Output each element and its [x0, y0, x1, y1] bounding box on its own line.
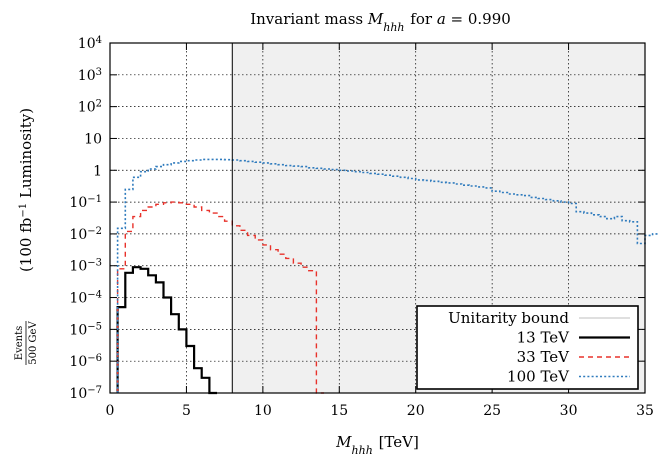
- y-axis-title-text: (100 fb−1 Luminosity): [17, 108, 35, 272]
- y-axis-title-fraction-denominator: 500 GeV: [28, 321, 39, 365]
- plot-frame: [109, 42, 646, 394]
- x-tick-label: 30: [560, 403, 578, 419]
- y-tick-label: 10−6: [69, 353, 102, 371]
- y-tick-label: 102: [78, 98, 102, 116]
- legend-label: 33 TeV: [517, 348, 571, 366]
- y-tick-label: 10: [84, 131, 102, 147]
- y-tick-label: 10−5: [69, 321, 102, 339]
- y-tick-label: 10−1: [69, 194, 102, 212]
- y-tick-label: 10−3: [69, 257, 102, 275]
- x-tick-label: 10: [254, 403, 272, 419]
- y-axis-title: Events 500 GeV (100 fb−1 Luminosity): [14, 108, 39, 365]
- x-tick-label: 5: [182, 403, 191, 419]
- y-tick-label: 10−7: [69, 385, 102, 403]
- legend-label: 100 TeV: [507, 368, 570, 386]
- y-tick-label: 10−4: [69, 289, 102, 307]
- series-line-33-tev: [116, 201, 324, 394]
- legend-label: Unitarity bound: [448, 309, 569, 327]
- y-axis-title-fraction-numerator: Events: [14, 326, 25, 360]
- y-tick-label: 103: [78, 66, 102, 84]
- series-line-13-tev: [116, 266, 217, 395]
- x-tick-label: 0: [106, 403, 115, 419]
- x-tick-label: 35: [636, 403, 654, 419]
- y-tick-label: 1: [93, 163, 102, 179]
- chart-title: Invariant mass Mhhh for a = 0.990: [250, 10, 511, 34]
- legend-box: [416, 305, 639, 390]
- series-line-100-tev: [116, 158, 659, 393]
- x-tick-label: 20: [407, 403, 425, 419]
- y-tick-label: 10−2: [69, 225, 102, 243]
- y-tick-label: 104: [78, 35, 102, 53]
- x-tick-label: 25: [483, 403, 501, 419]
- x-tick-label: 15: [330, 403, 348, 419]
- x-axis-title: Mhhh [TeV]: [335, 433, 419, 457]
- legend-label: 13 TeV: [517, 329, 571, 347]
